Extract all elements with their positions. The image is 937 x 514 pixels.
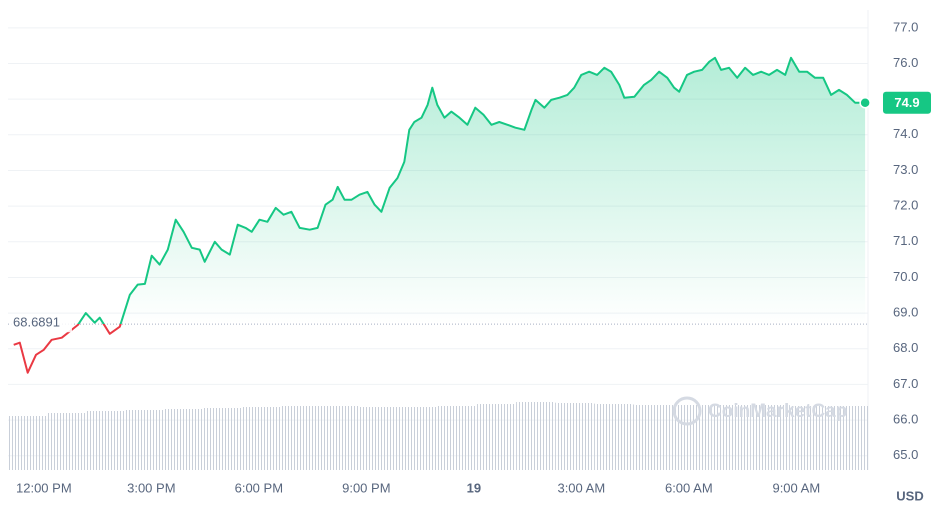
x-tick-label: 9:00 PM — [342, 480, 390, 495]
volume-bar — [711, 405, 751, 470]
y-tick-label: 66.0 — [893, 412, 918, 427]
volume-bar — [164, 409, 204, 470]
volume-bar — [789, 406, 829, 470]
x-tick-label: 6:00 AM — [665, 480, 713, 495]
volume-bar — [750, 405, 790, 470]
y-tick-label: 70.0 — [893, 269, 918, 284]
reference-label: 68.6891 — [13, 315, 60, 330]
volume-bar — [359, 407, 399, 470]
volume-bar — [594, 404, 634, 470]
price-line — [13, 56, 866, 374]
price-badge-label: 74.9 — [894, 95, 919, 110]
price-badge — [883, 91, 931, 114]
volume-bar — [633, 405, 673, 470]
volume-bar — [86, 411, 126, 470]
reference-label-bg — [10, 314, 72, 333]
currency-label: USD — [896, 488, 923, 503]
volume-bar — [672, 405, 712, 470]
x-tick-label: 12:00 PM — [16, 480, 72, 495]
volume-bar — [555, 403, 595, 470]
volume-bar — [477, 404, 517, 470]
volume-bar — [438, 406, 478, 470]
x-tick-label: 3:00 AM — [557, 480, 605, 495]
x-tick-label: 19 — [467, 480, 481, 495]
volume-bar — [516, 402, 556, 470]
y-tick-label: 71.0 — [893, 233, 918, 248]
watermark: CoinMarketCap — [708, 401, 847, 422]
volume-bar — [203, 408, 243, 470]
y-tick-label: 74.0 — [893, 126, 918, 141]
y-tick-label: 76.0 — [893, 55, 918, 70]
volume-bar — [398, 407, 438, 470]
volume-bar — [320, 406, 360, 470]
last-point — [859, 96, 871, 109]
y-tick-label: 69.0 — [893, 305, 918, 320]
volume-bar — [281, 406, 321, 470]
volume-bar — [8, 416, 48, 470]
x-tick-label: 3:00 PM — [127, 480, 175, 495]
y-tick-label: 65.0 — [893, 447, 918, 462]
volume-bar — [125, 410, 165, 470]
price-area — [13, 57, 866, 325]
volume-bar — [828, 406, 868, 470]
watermark-logo — [672, 396, 702, 426]
y-tick-label: 67.0 — [893, 376, 918, 391]
x-tick-label: 6:00 PM — [235, 480, 283, 495]
y-tick-label: 73.0 — [893, 162, 918, 177]
y-tick-label: 72.0 — [893, 198, 918, 213]
volume-bar — [47, 413, 87, 470]
y-tick-label: 77.0 — [893, 19, 918, 34]
x-tick-label: 9:00 AM — [772, 480, 820, 495]
y-tick-label: 68.0 — [893, 340, 918, 355]
volume-bar — [242, 407, 282, 470]
